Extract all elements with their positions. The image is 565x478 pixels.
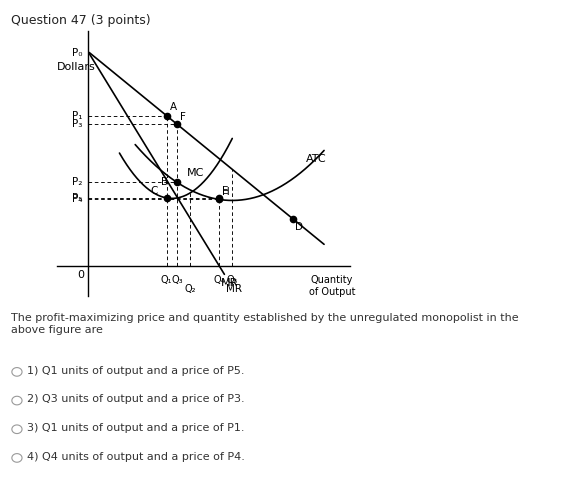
Text: P₁: P₁ xyxy=(72,111,82,121)
Text: 0: 0 xyxy=(77,270,84,280)
Text: 3) Q1 units of output and a price of P1.: 3) Q1 units of output and a price of P1. xyxy=(27,423,245,433)
Text: MR: MR xyxy=(220,278,238,288)
Text: Q₃: Q₃ xyxy=(171,275,183,285)
Text: P₅: P₅ xyxy=(72,193,82,203)
Text: F: F xyxy=(180,112,186,122)
Text: Q₂: Q₂ xyxy=(185,284,196,294)
Text: C: C xyxy=(150,186,158,196)
Text: Q₄: Q₄ xyxy=(214,275,225,285)
Text: Q₅: Q₅ xyxy=(227,275,238,285)
Text: 4) Q4 units of output and a price of P4.: 4) Q4 units of output and a price of P4. xyxy=(27,452,245,462)
Text: P₃: P₃ xyxy=(72,120,82,130)
Text: MR: MR xyxy=(225,284,242,294)
Text: A: A xyxy=(170,102,177,112)
Text: ATC: ATC xyxy=(306,154,327,164)
Text: P₀: P₀ xyxy=(72,47,82,57)
Text: B: B xyxy=(161,177,168,187)
Text: E: E xyxy=(222,186,229,196)
Text: The profit-maximizing price and quantity established by the unregulated monopoli: The profit-maximizing price and quantity… xyxy=(11,313,519,335)
Text: Q₁: Q₁ xyxy=(161,275,172,285)
Text: 2) Q3 units of output and a price of P3.: 2) Q3 units of output and a price of P3. xyxy=(27,394,245,404)
Text: 1) Q1 units of output and a price of P5.: 1) Q1 units of output and a price of P5. xyxy=(27,366,245,376)
Text: H: H xyxy=(221,187,229,197)
Text: MC: MC xyxy=(187,168,204,178)
Text: D: D xyxy=(295,222,303,232)
Text: Dollars: Dollars xyxy=(56,62,95,72)
Text: Quantity
of Output: Quantity of Output xyxy=(308,275,355,296)
Text: P₂: P₂ xyxy=(72,177,82,187)
Text: P₄: P₄ xyxy=(72,195,82,205)
Text: Question 47 (3 points): Question 47 (3 points) xyxy=(11,14,151,27)
